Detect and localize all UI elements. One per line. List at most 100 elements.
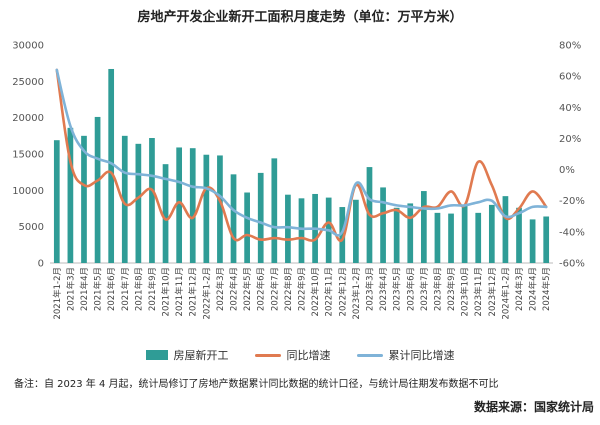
x-tick-label: 2022年3月 (215, 267, 226, 311)
right-axis-tick-label: 40% (559, 103, 581, 114)
x-tick-label: 2022年6月 (256, 267, 267, 311)
chart-svg: 0 5000 10000 15000 20000 25000 30000 -60% -40% -2… (12, 41, 585, 320)
right-axis-tick-label: -60% (559, 259, 585, 270)
left-axis-tick-label: 25000 (12, 77, 44, 88)
x-tick-label: 2023年5月 (392, 267, 403, 311)
right-axis-tick-label: -40% (559, 227, 585, 238)
bar (380, 187, 386, 263)
legend: 房屋新开工 同比增速 累计同比增速 (0, 347, 600, 363)
x-tick-label: 2022年4月 (229, 267, 240, 311)
right-axis-tick-label: 80% (559, 41, 581, 52)
x-tick-label: 2021年3月 (65, 267, 76, 311)
bar (475, 212, 482, 263)
x-tick-label: 2022年11月 (324, 267, 335, 316)
bar (407, 203, 414, 263)
bar (420, 191, 427, 263)
legend-item-bar[interactable]: 房屋新开工 (145, 347, 229, 363)
data-source: 数据来源：国家统计局 (473, 400, 594, 414)
x-tick-label: 2024年3月 (514, 267, 525, 311)
x-tick-label: 2023年11月 (473, 267, 484, 316)
x-tick-label: 2023年7月 (419, 267, 430, 311)
left-axis-tick-label: 30000 (12, 41, 44, 52)
right-axis-tick-label: -20% (559, 196, 585, 207)
legend-item-yoy[interactable]: 同比增速 (254, 347, 331, 363)
x-tick-label: 2023年10月 (460, 267, 471, 316)
bar (244, 192, 250, 263)
right-axis-tick-label: 60% (559, 72, 581, 83)
left-axis-tick-label: 5000 (19, 222, 44, 233)
x-tick-label: 2022年8月 (283, 267, 294, 311)
bar (298, 198, 305, 263)
x-tick-label: 2024年1-2月 (500, 267, 511, 320)
x-tick-label: 2023年6月 (405, 267, 416, 311)
bar (189, 148, 196, 263)
legend-label-cum: 累计同比增速 (388, 349, 455, 362)
x-tick-label: 2023年9月 (446, 267, 457, 311)
bar (502, 196, 509, 263)
x-tick-label: 2024年5月 (541, 267, 552, 311)
bar (67, 127, 74, 263)
footnote: 备注：自 2023 年 4 月起，统计局修订了房地产数据累计同比数据的统计口径，… (14, 379, 499, 390)
x-tick-label: 2021年4月 (79, 267, 90, 311)
x-tick-label: 2021年9月 (147, 267, 158, 311)
bar (285, 194, 291, 263)
left-axis-tick-label: 20000 (12, 113, 44, 124)
x-tick-label: 2021年7月 (120, 267, 131, 311)
bar (461, 204, 468, 263)
left-axis-tick-label: 10000 (12, 186, 44, 197)
bar (257, 172, 264, 263)
bar-series (53, 68, 550, 263)
left-axis-tick-label: 15000 (12, 150, 44, 161)
left-axis-tick-label: 0 (38, 259, 44, 270)
bar (353, 199, 359, 263)
bar (162, 164, 169, 263)
bar (271, 158, 278, 263)
bar (149, 138, 155, 263)
bar (217, 155, 223, 263)
x-tick-label: 2024年4月 (528, 267, 539, 311)
legend-swatch-cum (356, 353, 383, 357)
bar (434, 212, 441, 263)
bar (135, 143, 142, 263)
bar (81, 135, 87, 263)
x-tick-label: 2022年10月 (310, 267, 321, 316)
bar (529, 219, 536, 263)
cumulative-growth-line (55, 68, 548, 237)
x-tick-label: 2021年8月 (133, 267, 144, 311)
x-tick-label: 2022年9月 (297, 267, 308, 311)
x-tick-label: 2021年5月 (93, 267, 104, 311)
x-tick-label: 2021年1-2月 (52, 267, 63, 320)
x-tick-label: 2022年7月 (269, 267, 280, 311)
bar (488, 204, 495, 263)
legend-label-bar: 房屋新开工 (173, 349, 229, 362)
legend-item-cum[interactable]: 累计同比增速 (356, 347, 455, 363)
bar (203, 154, 210, 263)
right-axis-tick-label: 20% (559, 134, 581, 145)
x-tick-label: 2022年5月 (242, 267, 253, 311)
bar (448, 213, 454, 263)
x-tick-labels: 2021年1-2月 2021年3月 2021年4月 2021年5月 2021年6月 202… (52, 267, 552, 320)
x-tick-label: 2022年1-2月 (201, 267, 212, 320)
x-tick-label: 2023年3月 (364, 267, 375, 311)
bar (516, 207, 522, 263)
x-tick-label: 2023年8月 (432, 267, 443, 311)
x-tick-label: 2021年6月 (106, 267, 117, 311)
line-series (55, 68, 548, 243)
bar (121, 135, 128, 263)
bar (339, 207, 346, 263)
legend-label-yoy: 同比增速 (286, 349, 331, 362)
x-tick-label: 2023年1-2月 (351, 267, 362, 320)
legend-swatch-yoy (254, 353, 281, 357)
bar (393, 207, 400, 263)
x-tick-label: 2021年12月 (188, 267, 199, 316)
legend-swatch-bar (145, 350, 168, 360)
bar (53, 140, 60, 263)
bar (108, 68, 115, 263)
x-tick-label: 2023年12月 (487, 267, 498, 316)
bar (94, 116, 101, 263)
x-tick-label: 2023年4月 (378, 267, 389, 311)
bar (230, 174, 237, 263)
chart-title: 房地产开发企业新开工面积月度走势（单位：万平方米） (137, 10, 463, 25)
right-axis-tick-label: 0% (559, 165, 575, 176)
x-tick-label: 2021年11月 (174, 267, 185, 316)
